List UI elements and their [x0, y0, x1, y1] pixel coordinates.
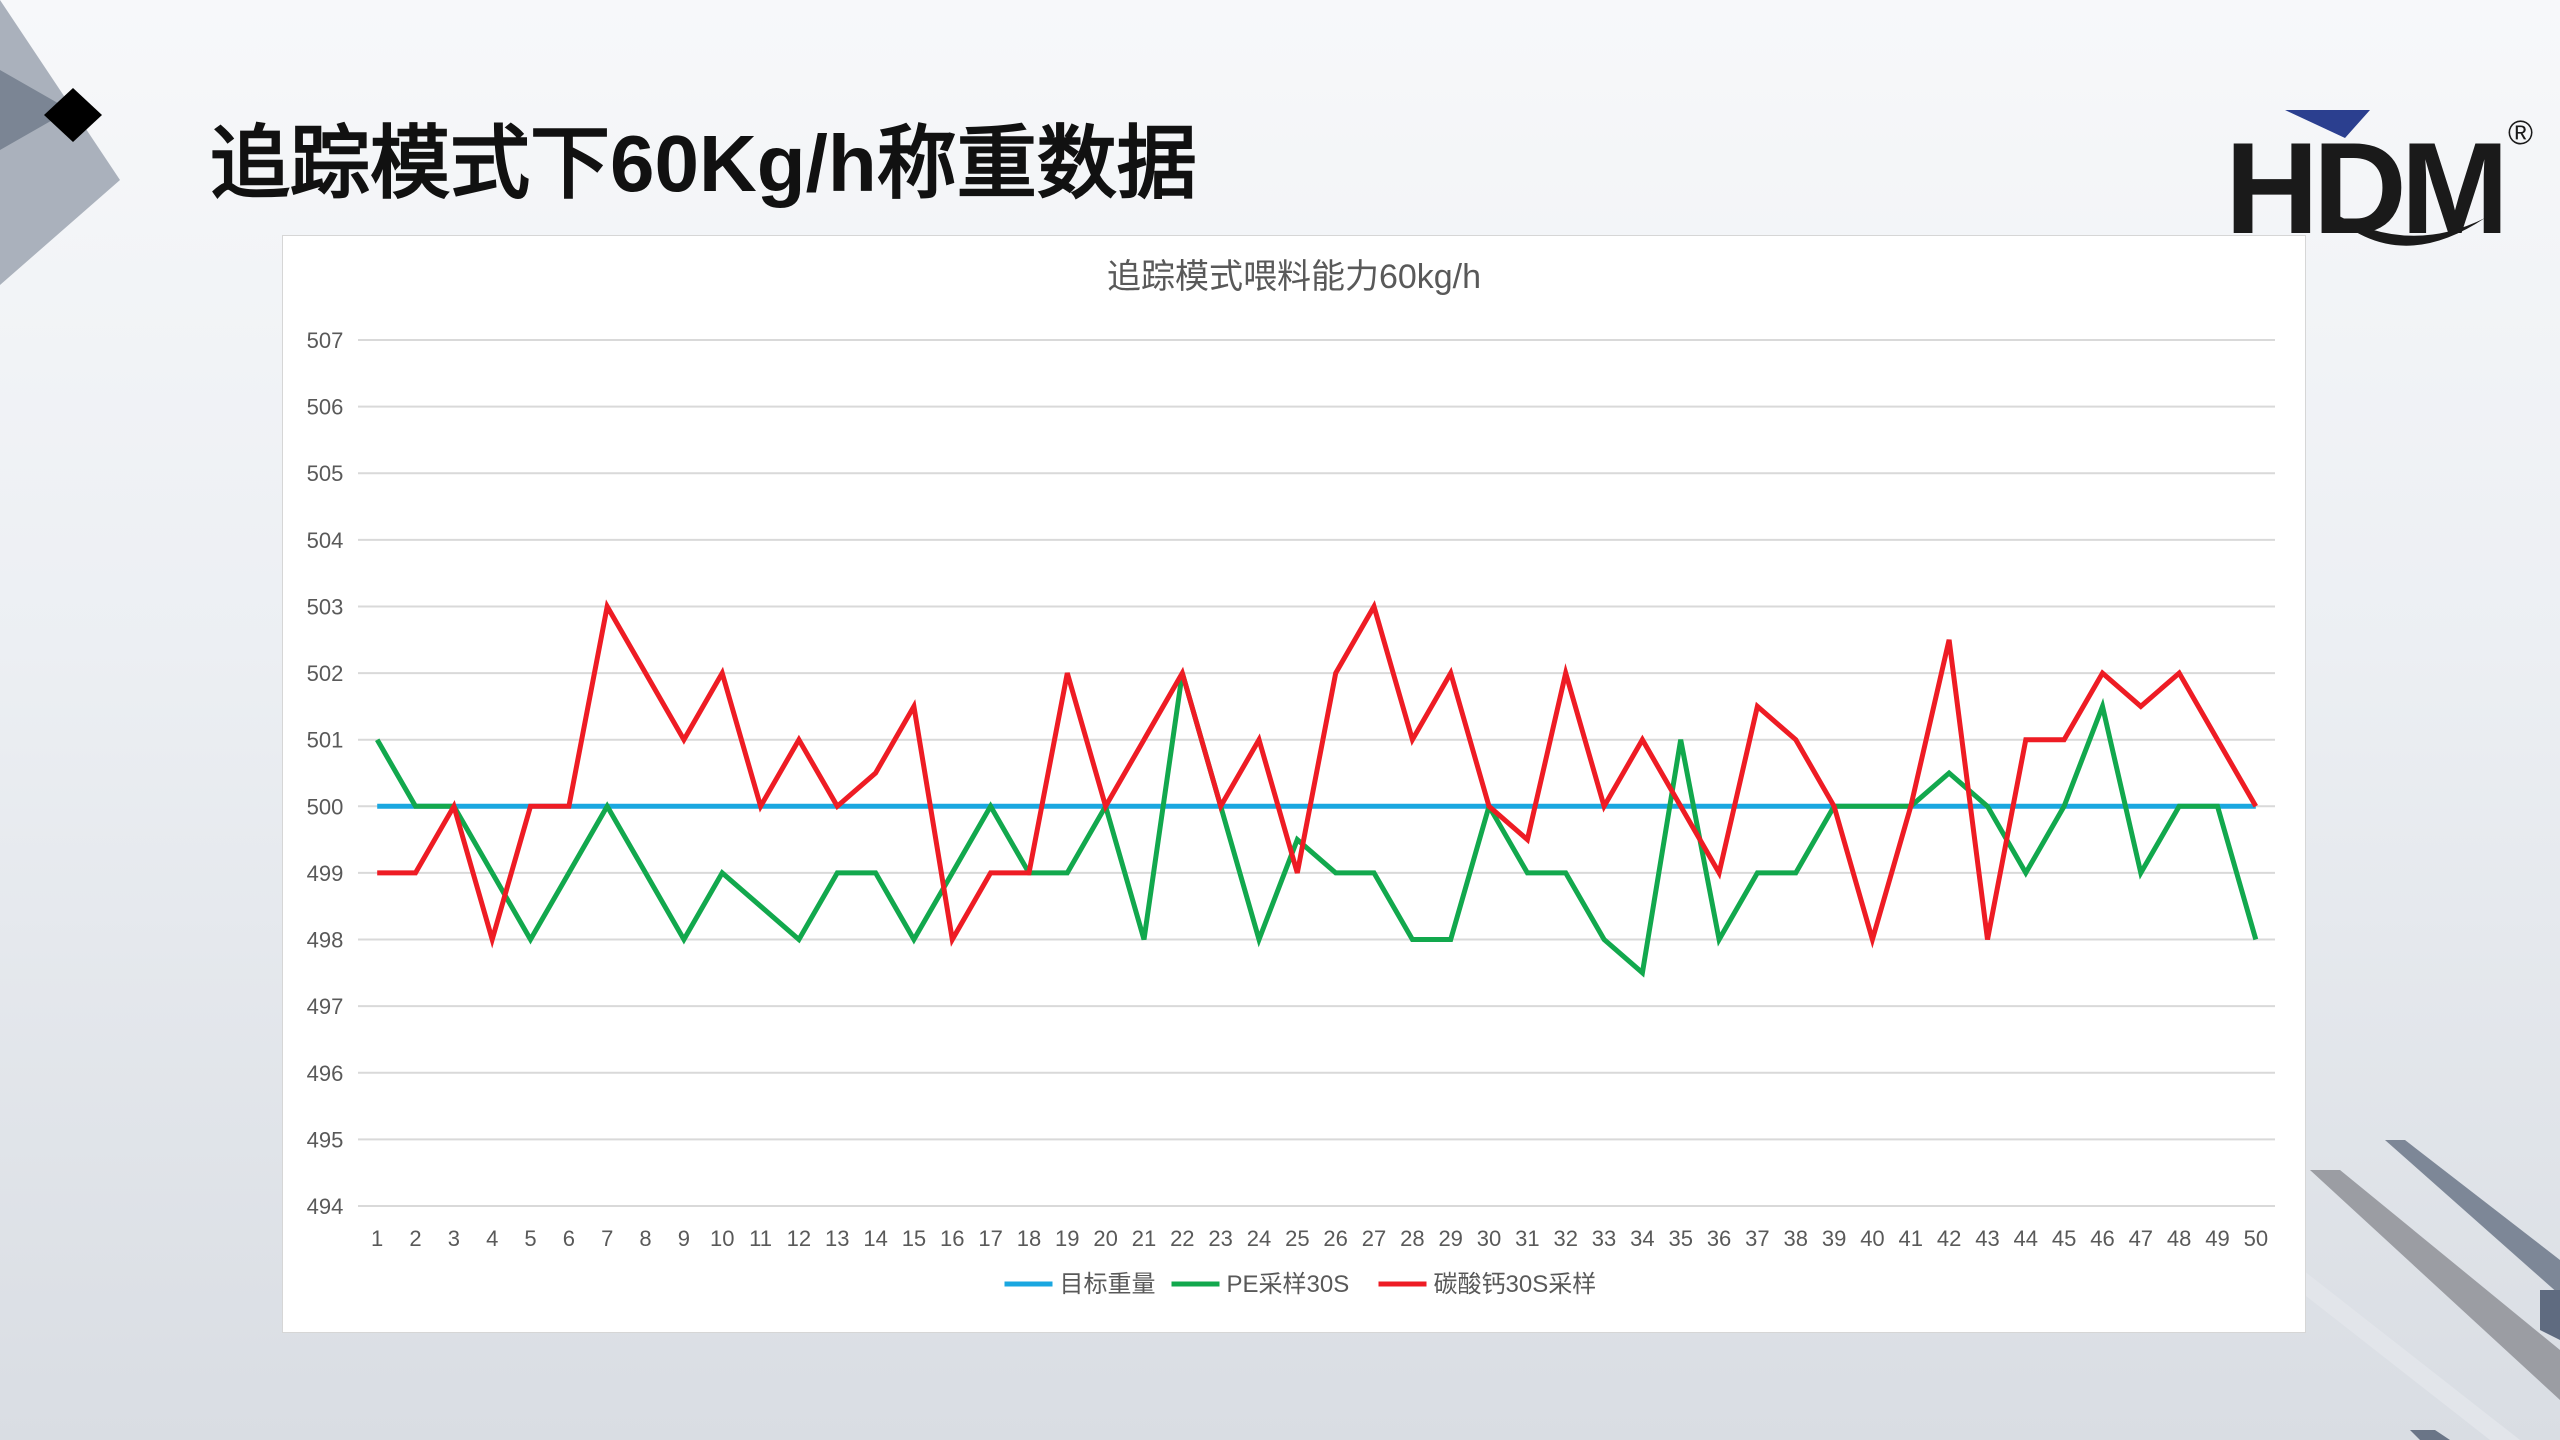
- x-tick-label: 40: [1860, 1226, 1884, 1251]
- x-tick-label: 38: [1784, 1226, 1808, 1251]
- legend-label-1: PE采样30S: [1227, 1271, 1350, 1298]
- x-tick-label: 47: [2129, 1226, 2153, 1251]
- series-line-2: [377, 599, 2258, 949]
- x-tick-label: 21: [1132, 1226, 1156, 1251]
- x-tick-label: 23: [1208, 1226, 1232, 1251]
- y-axis: 494 495 496 497 498 499 500 501 502 503 504 505 506 5…: [307, 328, 344, 1219]
- x-tick-label: 37: [1745, 1226, 1769, 1251]
- logo-accent-mark: [2285, 110, 2370, 138]
- x-tick-label: 4: [486, 1226, 498, 1251]
- y-tick-label: 496: [307, 1061, 344, 1086]
- x-tick-label: 50: [2244, 1226, 2268, 1251]
- x-tick-label: 3: [448, 1226, 460, 1251]
- x-tick-label: 44: [2014, 1226, 2038, 1251]
- x-tick-label: 5: [524, 1226, 536, 1251]
- x-tick-label: 43: [1975, 1226, 1999, 1251]
- y-tick-label: 503: [307, 594, 344, 619]
- y-tick-label: 500: [307, 794, 344, 819]
- x-tick-label: 10: [710, 1226, 734, 1251]
- x-tick-label: 32: [1553, 1226, 1577, 1251]
- x-tick-label: 31: [1515, 1226, 1539, 1251]
- chart-title: 追踪模式喂料能力60kg/h: [1107, 258, 1481, 296]
- y-tick-label: 495: [307, 1127, 344, 1152]
- legend-label-0: 目标重量: [1060, 1271, 1156, 1298]
- x-tick-label: 22: [1170, 1226, 1194, 1251]
- left-corner-decoration: [0, 0, 120, 285]
- chart-panel: 追踪模式喂料能力60kg/h 494 495 496 497 498 499 500 501 5…: [282, 235, 2306, 1333]
- series-layer: [375, 599, 2259, 978]
- x-tick-label: 18: [1017, 1226, 1041, 1251]
- x-tick-label: 7: [601, 1226, 613, 1251]
- x-tick-label: 30: [1477, 1226, 1501, 1251]
- x-tick-label: 25: [1285, 1226, 1309, 1251]
- x-tick-label: 35: [1668, 1226, 1692, 1251]
- y-tick-label: 502: [307, 661, 344, 686]
- x-tick-label: 26: [1323, 1226, 1347, 1251]
- x-tick-label: 36: [1707, 1226, 1731, 1251]
- corner-stripes-decoration: [2260, 1140, 2560, 1440]
- y-tick-label: 498: [307, 928, 344, 953]
- y-tick-label: 506: [307, 395, 344, 420]
- x-tick-label: 6: [563, 1226, 575, 1251]
- y-tick-label: 501: [307, 728, 344, 753]
- x-tick-label: 41: [1899, 1226, 1923, 1251]
- x-tick-label: 15: [902, 1226, 926, 1251]
- line-chart: 追踪模式喂料能力60kg/h 4944954964974984995005015…: [307, 258, 2275, 1298]
- x-axis: 1 2 3 4 5 6 7 8 9 10 11 12 13 14 15 16 17 18 19 20 21 22 23 24 2…: [371, 1226, 2268, 1251]
- x-tick-label: 33: [1592, 1226, 1616, 1251]
- x-tick-label: 46: [2090, 1226, 2114, 1251]
- series-line-1: [375, 672, 2259, 978]
- x-tick-label: 13: [825, 1226, 849, 1251]
- y-tick-label: 497: [307, 994, 344, 1019]
- diamond-bullet-icon: [44, 88, 102, 142]
- legend-label-2: 碳酸钙30S采样: [1434, 1271, 1597, 1298]
- x-tick-label: 29: [1438, 1226, 1462, 1251]
- x-tick-label: 49: [2205, 1226, 2229, 1251]
- y-tick-label: 494: [307, 1194, 344, 1219]
- x-tick-label: 2: [409, 1226, 421, 1251]
- x-tick-label: 14: [863, 1226, 887, 1251]
- slide-title: 追踪模式下60Kg/h称重数据: [210, 118, 1197, 208]
- x-tick-label: 12: [787, 1226, 811, 1251]
- y-tick-label: 507: [307, 328, 344, 353]
- x-tick-label: 8: [639, 1226, 651, 1251]
- x-tick-label: 24: [1247, 1226, 1271, 1251]
- y-tick-label: 499: [307, 861, 344, 886]
- x-tick-label: 1: [371, 1226, 383, 1251]
- x-tick-label: 9: [678, 1226, 690, 1251]
- x-tick-label: 19: [1055, 1226, 1079, 1251]
- legend: 目标重量 PE采样30S 碳酸钙30S采样: [1004, 1271, 1597, 1298]
- registered-mark-icon: ®: [2508, 114, 2533, 152]
- x-tick-label: 42: [1937, 1226, 1961, 1251]
- x-tick-label: 20: [1093, 1226, 1117, 1251]
- x-tick-label: 45: [2052, 1226, 2076, 1251]
- x-tick-label: 39: [1822, 1226, 1846, 1251]
- x-tick-label: 27: [1362, 1226, 1386, 1251]
- x-tick-label: 34: [1630, 1226, 1654, 1251]
- x-tick-label: 16: [940, 1226, 964, 1251]
- x-tick-label: 28: [1400, 1226, 1424, 1251]
- x-tick-label: 17: [978, 1226, 1002, 1251]
- x-tick-label: 48: [2167, 1226, 2191, 1251]
- y-tick-label: 505: [307, 461, 344, 486]
- y-tick-label: 504: [307, 528, 344, 553]
- x-tick-label: 11: [749, 1226, 772, 1251]
